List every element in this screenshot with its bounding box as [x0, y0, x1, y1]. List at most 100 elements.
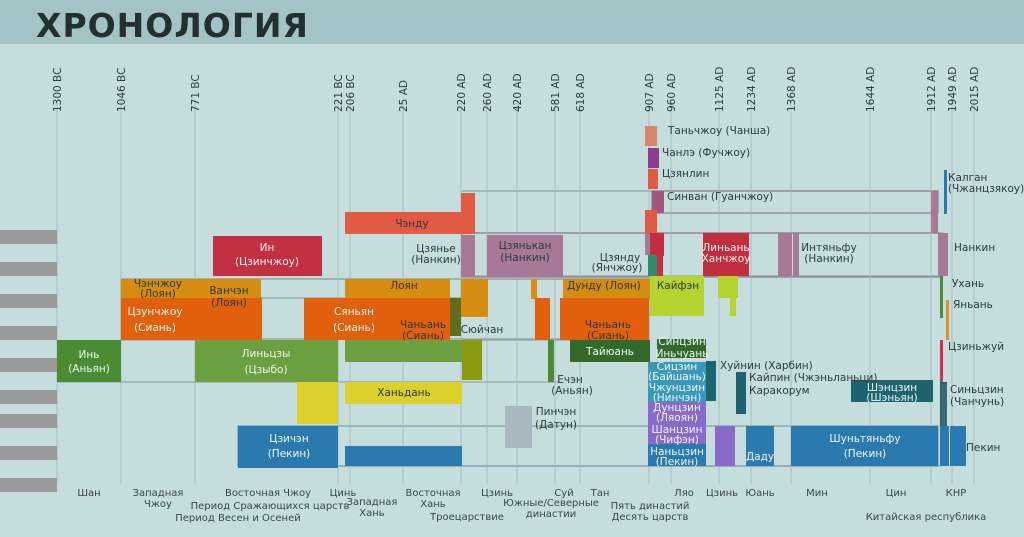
- city-label: Ванчэн: [209, 285, 248, 297]
- bar-accent: [938, 233, 948, 276]
- city-label: Цзянду: [600, 252, 640, 264]
- era-label: Восточная Чжоу: [225, 488, 311, 499]
- era-label: Западная: [133, 488, 184, 499]
- city-label: Ечэн: [557, 374, 582, 386]
- tick-label: 220 AD: [456, 73, 468, 112]
- city-label: Нанкин: [954, 242, 995, 254]
- bar-luoyang: [563, 279, 651, 299]
- era-label: Период Сражающихся царств: [191, 501, 350, 512]
- tick-label: 581 AD: [550, 73, 562, 112]
- stripe: [0, 230, 57, 244]
- tick-label: 25 AD: [398, 80, 410, 112]
- era-label: Цин: [886, 488, 907, 499]
- era-label: Пять династий: [611, 501, 690, 512]
- city-label: Иньчуань: [656, 348, 709, 360]
- city-label: Даду: [746, 451, 774, 463]
- tick-label: 1949 AD: [947, 67, 959, 112]
- city-label: (Сиань): [333, 322, 375, 334]
- city-label: Тайюань: [585, 346, 634, 358]
- city-label: (Сиань): [134, 322, 176, 334]
- city-label: Сицзин: [657, 361, 698, 373]
- bar-njk3: [778, 233, 792, 276]
- tick-label: 1234 AD: [746, 67, 758, 112]
- city-label: (Цзинчжоу): [235, 256, 299, 268]
- tick-label: 771 BC: [190, 74, 202, 112]
- era-label: Юань: [745, 488, 774, 499]
- city-label: (Лоян): [140, 288, 176, 300]
- era-label: Троецарствие: [429, 512, 504, 523]
- city-label: Чанлэ (Фучжоу): [662, 147, 750, 159]
- bar-shangjin: [648, 422, 706, 444]
- city-label: Наньцзин: [650, 446, 704, 458]
- bar-ljx: [703, 233, 749, 276]
- city-label: Чаньань: [585, 319, 631, 331]
- city-label: Чжунцзин: [649, 382, 705, 394]
- city-label: (Аньян): [68, 363, 110, 375]
- city-label: Каракорум: [749, 385, 810, 397]
- bar-cj1: [645, 126, 657, 146]
- city-label: (Нанкин): [411, 254, 460, 266]
- city-label: (Байшань): [648, 371, 706, 383]
- tick-label: 1912 AD: [926, 67, 938, 112]
- stripe: [0, 326, 57, 340]
- city-label: Шуньтяньфу: [829, 433, 900, 445]
- stripe: [0, 478, 57, 492]
- city-label: Синьцзин: [950, 384, 1004, 396]
- city-label: Линьцзы: [242, 348, 291, 360]
- bar-shangjin: [648, 402, 706, 422]
- tick-label: 1125 AD: [714, 67, 726, 112]
- era-label: Китайская республика: [866, 512, 987, 523]
- bar-accent: [657, 255, 663, 276]
- bar-khuinin: [851, 380, 933, 402]
- stripe: [0, 390, 57, 404]
- city-label: (Цзыбо): [244, 364, 287, 376]
- bar-cj4: [652, 191, 664, 213]
- city-label: Сюйчан: [461, 324, 504, 336]
- bar-accent: [940, 340, 943, 380]
- bar-datun: [505, 406, 532, 448]
- city-label: (Янчжоу): [592, 262, 643, 274]
- era-label: династии: [526, 509, 576, 520]
- tick-label: 907 AD: [644, 73, 656, 112]
- bar-changan: [560, 298, 588, 340]
- city-label: Инь: [79, 349, 100, 361]
- city-label: (Лоян): [211, 297, 247, 309]
- stripe: [0, 414, 57, 428]
- tick-label: 1300 BC: [52, 68, 64, 112]
- tick-label: 206 BC: [345, 74, 357, 112]
- bar-kaifeng: [718, 276, 738, 298]
- bar-anyang: [57, 340, 121, 382]
- bar-peking: [345, 446, 462, 466]
- bar-chan: [450, 298, 461, 336]
- bar-xijin: [648, 362, 706, 384]
- bar-luoyang: [461, 279, 488, 317]
- bar-nj-top: [461, 193, 475, 214]
- city-label: Пекин: [966, 442, 1000, 454]
- bar-cj3: [648, 169, 658, 189]
- bar-peking: [950, 426, 966, 466]
- stripe: [0, 262, 57, 276]
- bar-accent: [946, 300, 949, 340]
- city-label: Таньчжоу (Чанша): [667, 125, 770, 137]
- bars: [57, 126, 966, 468]
- city-label: Шэнцзин: [867, 382, 917, 394]
- bar-luoyang: [345, 279, 450, 299]
- page-title: ХРОНОЛОГИЯ: [36, 6, 309, 45]
- city-label: Цзянькан: [499, 240, 552, 252]
- bar-changan: [588, 298, 649, 340]
- city-label: (Пекин): [844, 448, 887, 460]
- city-label: (Нанкин): [804, 253, 853, 265]
- bar-linzi: [195, 340, 338, 382]
- bar-khuinin: [736, 372, 746, 414]
- bar-ljx: [650, 233, 664, 256]
- bar-anyang: [940, 276, 943, 318]
- city-label: (Нинчэн): [653, 392, 702, 404]
- city-label: Синван (Гуанчжоу): [667, 191, 773, 203]
- era-label: Хань: [359, 508, 385, 519]
- tick-label: 960 AD: [666, 73, 678, 112]
- bar-in: [213, 236, 322, 276]
- bar-changan: [304, 298, 403, 340]
- era-label: Ляо: [674, 488, 694, 499]
- bar-luoyang: [531, 279, 537, 299]
